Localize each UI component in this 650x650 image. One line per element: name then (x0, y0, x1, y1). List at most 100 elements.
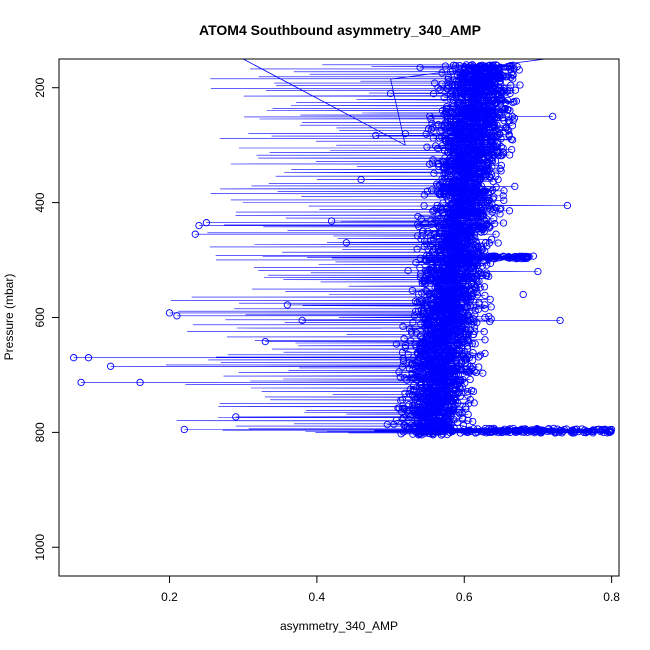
data-point (500, 187, 508, 195)
data-point (436, 388, 444, 396)
data-point (459, 229, 467, 237)
data-point (460, 291, 469, 300)
data-point (474, 219, 482, 228)
data-point (435, 402, 443, 410)
data-point (439, 199, 447, 207)
data-point (478, 147, 487, 156)
data-point (453, 260, 461, 269)
data-point (469, 241, 477, 249)
data-point (475, 267, 483, 276)
data-point (444, 377, 453, 385)
data-point (417, 215, 425, 223)
data-point (464, 92, 472, 101)
data-point (386, 89, 395, 98)
data-point (416, 63, 424, 72)
data-point (445, 158, 453, 166)
data-point (500, 84, 508, 92)
data-point (482, 269, 491, 277)
data-point (428, 119, 436, 128)
data-point (462, 173, 470, 181)
data-point (426, 276, 434, 284)
data-point (563, 201, 572, 210)
data-point (488, 104, 496, 112)
data-point (446, 425, 454, 433)
data-point (470, 289, 478, 298)
data-point (501, 124, 510, 132)
data-point (471, 311, 479, 319)
data-point (491, 100, 500, 108)
data-point (484, 161, 492, 170)
data-point (440, 189, 448, 198)
data-point (479, 369, 487, 377)
data-point (494, 131, 502, 139)
data-point (480, 253, 488, 261)
data-point (607, 425, 616, 434)
data-point (581, 428, 590, 436)
data-point (509, 98, 517, 107)
data-point (454, 370, 463, 379)
data-point (401, 130, 409, 138)
data-point (416, 264, 424, 272)
data-point (503, 253, 511, 262)
data-point (490, 72, 498, 80)
data-point (515, 426, 524, 435)
data-point (471, 340, 479, 348)
data-point (512, 428, 520, 437)
y-axis: 200 400 600 800 1000 (33, 77, 60, 561)
data-point (458, 279, 466, 288)
data-point (512, 255, 520, 263)
data-point (476, 351, 485, 359)
data-point (458, 349, 466, 358)
data-point (455, 160, 463, 168)
data-point (436, 85, 444, 94)
data-point (447, 107, 456, 115)
series-line (73, 64, 612, 436)
data-point (451, 138, 459, 146)
data-point (437, 206, 446, 214)
data-point (504, 125, 512, 133)
data-point (454, 194, 462, 202)
data-point (474, 142, 483, 151)
data-point (519, 252, 527, 261)
data-point (447, 268, 455, 276)
data-point (466, 254, 474, 262)
data-point (456, 72, 465, 81)
data-point (446, 366, 454, 374)
data-point (463, 303, 471, 311)
data-point (516, 252, 524, 260)
data-point (489, 61, 497, 69)
data-point (426, 232, 435, 240)
data-point (567, 427, 576, 435)
data-point (441, 277, 449, 285)
data-point (418, 289, 426, 297)
data-point (466, 160, 475, 168)
data-point (481, 239, 490, 247)
data-point (451, 115, 459, 124)
data-series (70, 59, 616, 439)
data-point (589, 427, 597, 435)
data-point (418, 384, 426, 393)
data-point (463, 342, 472, 350)
data-point (461, 355, 469, 363)
data-point (420, 341, 428, 349)
data-point (415, 290, 423, 299)
data-point (421, 324, 430, 332)
data-point (401, 374, 409, 382)
data-point (417, 380, 426, 388)
data-point (444, 85, 452, 93)
data-point (440, 285, 448, 293)
data-point (490, 215, 498, 223)
data-point (500, 86, 508, 95)
data-point (398, 396, 407, 404)
data-point (485, 72, 494, 80)
data-point (485, 312, 493, 321)
data-point (405, 325, 414, 333)
data-point (481, 112, 489, 121)
data-point (440, 382, 448, 391)
data-point (462, 150, 470, 158)
data-point (596, 427, 605, 436)
data-point (458, 144, 466, 152)
data-point (494, 139, 502, 147)
data-point (232, 413, 240, 421)
data-point (508, 122, 517, 130)
